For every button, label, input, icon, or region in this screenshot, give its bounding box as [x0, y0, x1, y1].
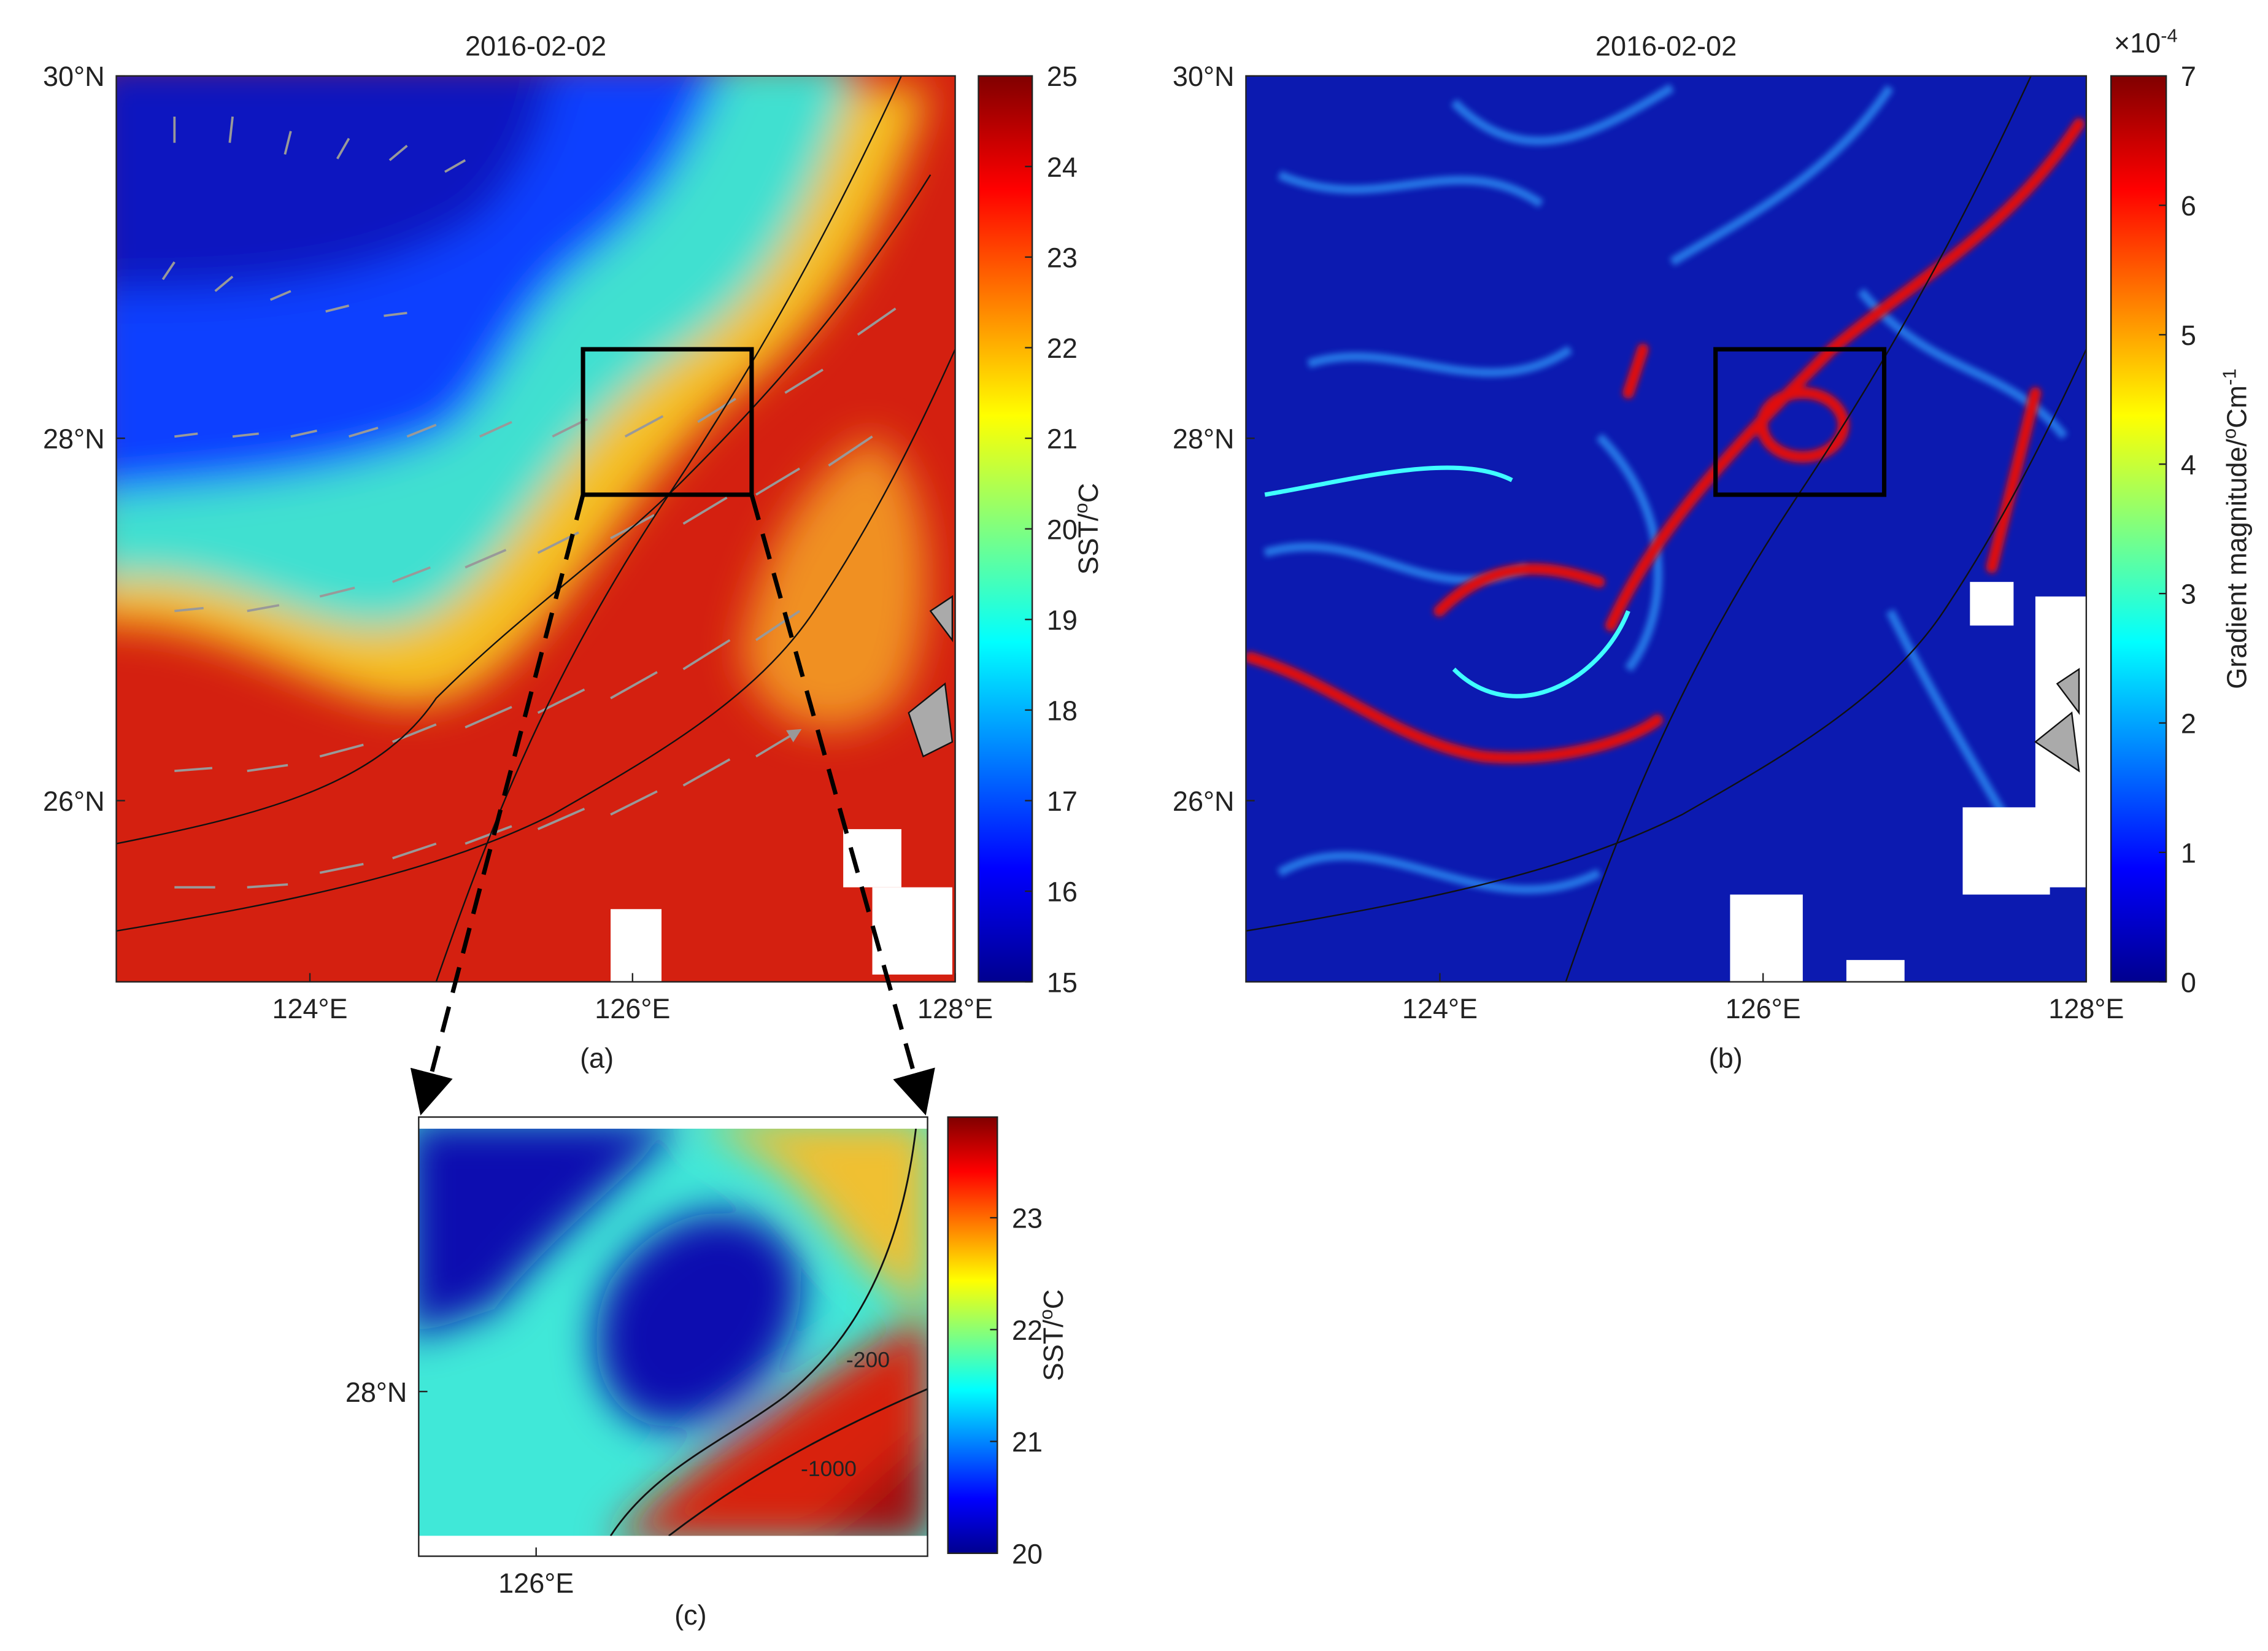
colorbar-tick-label: 5 — [2181, 320, 2196, 351]
colorbar-tick-label: 20 — [1012, 1538, 1043, 1569]
zoom-box — [1713, 347, 1887, 497]
colorbar-tick-label: 17 — [1047, 786, 1078, 817]
colorbar-tick-label: 22 — [1012, 1315, 1043, 1346]
panel-title: 2016-02-02 — [465, 30, 606, 61]
zoom-connector — [410, 494, 935, 1116]
y-tick-label: 30°N — [1173, 61, 1235, 92]
colorbar-exponent: ×10-4 — [2114, 25, 2178, 59]
axes-frame — [115, 75, 956, 983]
label-part: C — [1038, 1289, 1069, 1310]
y-tick-label: 30°N — [43, 61, 105, 92]
exponent-base: ×10 — [2114, 28, 2161, 59]
colorbar-tick-label: 4 — [2181, 449, 2196, 481]
colorbar-tick-label: 7 — [2181, 61, 2196, 92]
panel-label: (c) — [674, 1599, 706, 1631]
sst-map-c — [418, 1128, 928, 1536]
y-tick-label: 28°N — [345, 1377, 407, 1408]
colorbar-tick-label: 19 — [1047, 605, 1078, 636]
colorbar-tick-label: 25 — [1047, 61, 1078, 92]
y-tick-label: 26°N — [43, 786, 105, 817]
gradient-map-b — [1246, 75, 2086, 982]
colorbar-tick-label: 18 — [1047, 695, 1078, 726]
colorbar — [947, 1116, 998, 1554]
x-tick-label: 126°E — [498, 1568, 574, 1599]
connector-line — [410, 494, 585, 1116]
zoom-box — [580, 347, 754, 497]
y-tick-label: 28°N — [1173, 423, 1235, 455]
colorbar-tick-label: 16 — [1047, 876, 1078, 908]
colorbar-tick-label: 23 — [1012, 1203, 1043, 1234]
panel-title: 2016-02-02 — [1595, 30, 1737, 61]
sst-map-a — [116, 75, 955, 982]
x-tick-label: 126°E — [1726, 993, 1801, 1024]
label-part: o — [2218, 428, 2240, 439]
connector-line — [749, 494, 935, 1116]
axes-frame — [1245, 75, 2088, 983]
label-part: -1 — [2218, 369, 2240, 385]
colorbar-tick-label: 15 — [1047, 967, 1078, 998]
y-tick-label: 28°N — [43, 423, 105, 455]
colorbar — [2110, 75, 2167, 983]
colorbar-label: SST/oC — [1035, 1289, 1069, 1382]
colorbar-tick-label: 1 — [2181, 837, 2196, 868]
axes-frame — [418, 1116, 928, 1557]
colorbar-tick-label: 3 — [2181, 579, 2196, 610]
label-part: C — [1073, 483, 1104, 503]
label-part: o — [1035, 1309, 1056, 1320]
contour-label: -1000 — [801, 1456, 857, 1481]
x-tick-label: 126°E — [595, 993, 670, 1024]
exponent-power: -4 — [2161, 25, 2177, 46]
colorbar-tick-label: 20 — [1047, 514, 1078, 545]
colorbar-tick-label: 23 — [1047, 242, 1078, 273]
x-tick-label: 128°E — [917, 993, 993, 1024]
label-part: Gradient magnitude/ — [2221, 439, 2252, 689]
x-tick-label: 124°E — [272, 993, 347, 1024]
y-tick-label: 26°N — [1173, 786, 1235, 817]
panel-label: (a) — [580, 1042, 614, 1073]
colorbar-tick-label: 21 — [1012, 1426, 1043, 1458]
colorbar-tick-label: 0 — [2181, 967, 2196, 998]
x-tick-label: 128°E — [2048, 993, 2124, 1024]
contour-label: -200 — [846, 1348, 890, 1372]
label-part: o — [1070, 503, 1091, 513]
label-part: SST/ — [1073, 513, 1104, 575]
label-part: SST/ — [1038, 1320, 1069, 1382]
colorbar — [978, 75, 1033, 983]
colorbar-tick-label: 6 — [2181, 190, 2196, 222]
colorbar-tick-label: 2 — [2181, 708, 2196, 740]
colorbar-tick-label: 24 — [1047, 152, 1078, 183]
colorbar-tick-label: 22 — [1047, 333, 1078, 364]
colorbar-label: SST/oC — [1070, 483, 1104, 575]
label-part: Cm — [2221, 385, 2252, 428]
x-tick-label: 124°E — [1402, 993, 1478, 1024]
colorbar-tick-label: 21 — [1047, 423, 1078, 455]
colorbar-label: Gradient magnitude/oCm-1 — [2218, 369, 2253, 689]
panel-label: (b) — [1709, 1042, 1743, 1073]
